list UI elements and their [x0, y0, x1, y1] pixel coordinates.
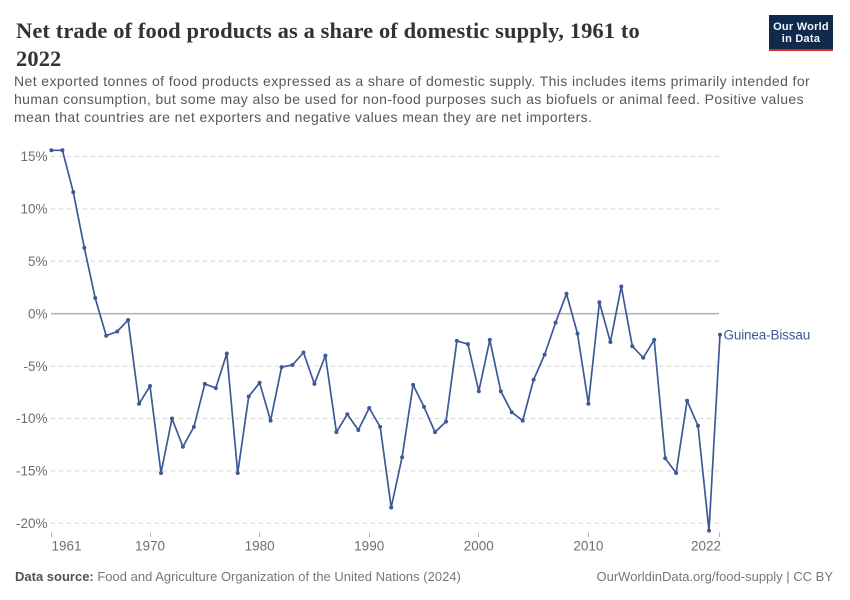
svg-text:-10%: -10% [16, 411, 48, 426]
svg-text:0%: 0% [28, 306, 48, 321]
svg-text:5%: 5% [28, 254, 48, 269]
svg-text:1970: 1970 [135, 539, 165, 554]
svg-text:Guinea-Bissau: Guinea-Bissau [724, 328, 811, 343]
svg-text:-20%: -20% [16, 516, 48, 531]
svg-text:15%: 15% [20, 149, 47, 164]
svg-text:2000: 2000 [464, 539, 494, 554]
svg-text:1990: 1990 [354, 539, 384, 554]
svg-text:10%: 10% [20, 202, 47, 217]
svg-text:-15%: -15% [16, 464, 48, 479]
svg-text:1961: 1961 [52, 539, 82, 554]
svg-text:-5%: -5% [23, 359, 47, 374]
svg-text:1980: 1980 [245, 539, 275, 554]
svg-text:2022: 2022 [691, 539, 721, 554]
svg-text:2010: 2010 [573, 539, 603, 554]
